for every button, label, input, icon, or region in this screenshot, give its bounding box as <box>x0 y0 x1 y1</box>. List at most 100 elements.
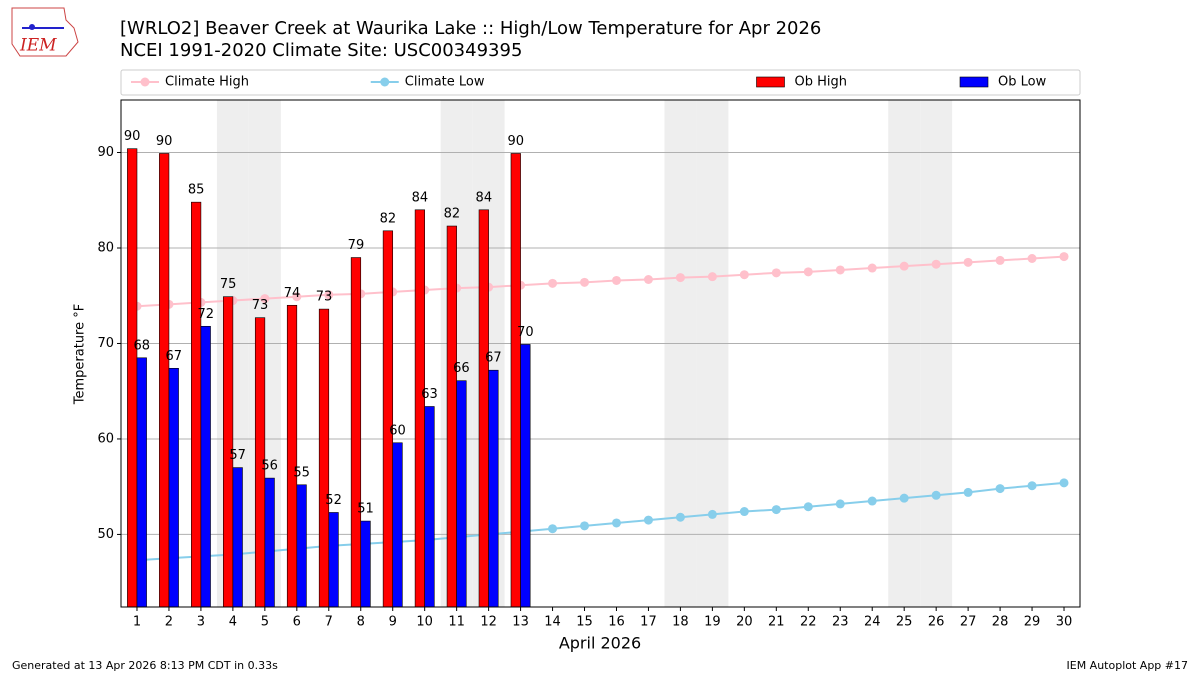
x-axis-label: April 2026 <box>559 634 641 653</box>
x-tick-label: 7 <box>325 615 333 630</box>
x-tick-label: 13 <box>512 615 529 630</box>
line-point <box>548 524 558 534</box>
weekend-band <box>696 100 729 607</box>
bar <box>286 304 298 608</box>
legend-label: Climate High <box>165 75 249 90</box>
line-point <box>995 255 1005 265</box>
data-label: 75 <box>220 277 237 292</box>
data-label: 73 <box>316 290 333 305</box>
x-tick-label: 19 <box>704 615 721 630</box>
line-point <box>1059 478 1069 488</box>
data-label: 56 <box>261 459 278 474</box>
bar <box>318 308 330 608</box>
line <box>136 255 1065 308</box>
weekend-band <box>888 100 921 607</box>
line-point <box>675 273 685 283</box>
y-tick-label: 60 <box>97 431 114 446</box>
data-label: 60 <box>389 423 406 438</box>
line-point <box>963 257 973 267</box>
bar <box>232 467 243 608</box>
bar <box>360 520 371 608</box>
data-label: 90 <box>156 134 173 149</box>
line-point <box>1027 253 1037 263</box>
legend-box <box>120 69 1081 96</box>
legend-swatch <box>959 76 989 88</box>
x-tick-label: 21 <box>768 615 785 630</box>
data-label: 68 <box>134 338 151 353</box>
y-tick-label: 70 <box>97 336 114 351</box>
line-point <box>803 267 813 277</box>
line-point <box>771 268 781 278</box>
bar <box>350 257 362 608</box>
bar <box>414 209 425 608</box>
y-tick-label: 50 <box>97 527 114 542</box>
footer-right: IEM Autoplot App #17 <box>1067 659 1189 672</box>
bar <box>510 153 521 608</box>
line-point <box>899 493 909 503</box>
legend-label: Ob Low <box>998 75 1047 90</box>
data-label: 57 <box>229 448 246 463</box>
data-label: 70 <box>517 325 534 340</box>
x-tick-label: 15 <box>576 615 593 630</box>
data-label: 84 <box>412 190 429 205</box>
x-tick-label: 12 <box>480 615 497 630</box>
bar <box>478 209 489 608</box>
x-tick-label: 17 <box>640 615 657 630</box>
data-label: 67 <box>165 349 182 364</box>
y-axis-label: Temperature °F <box>73 304 88 405</box>
logo-dot <box>29 24 35 30</box>
bar <box>127 148 138 608</box>
line-point <box>1027 481 1037 491</box>
weekend-band <box>664 100 697 607</box>
legend-label: Ob High <box>795 75 848 90</box>
x-tick-label: 5 <box>261 615 269 630</box>
x-tick-label: 9 <box>389 615 397 630</box>
line-point <box>835 499 845 509</box>
line-point <box>771 505 781 515</box>
chart-title: [WRLO2] Beaver Creek at Waurika Lake :: … <box>120 18 821 39</box>
x-tick-label: 26 <box>928 615 945 630</box>
bar <box>200 325 211 608</box>
x-tick-label: 4 <box>229 615 237 630</box>
data-label: 82 <box>444 207 461 222</box>
x-tick-label: 16 <box>608 615 625 630</box>
data-label: 84 <box>476 190 493 205</box>
x-tick-label: 28 <box>992 615 1009 630</box>
data-label: 72 <box>197 307 214 322</box>
legend-swatch <box>380 77 390 87</box>
line-point <box>580 277 590 287</box>
line-point <box>739 507 749 517</box>
data-label: 85 <box>188 183 205 198</box>
legend-label: Climate Low <box>405 75 485 90</box>
footer-left: Generated at 13 Apr 2026 8:13 PM CDT in … <box>12 659 278 672</box>
bar <box>296 484 307 608</box>
x-tick-label: 29 <box>1024 615 1041 630</box>
line-point <box>867 496 877 506</box>
bar <box>328 512 339 608</box>
line-point <box>324 290 334 300</box>
data-label: 74 <box>284 286 301 301</box>
data-label: 52 <box>325 493 342 508</box>
line-point <box>260 294 270 304</box>
data-label: 63 <box>421 387 438 402</box>
data-label: 66 <box>453 361 470 376</box>
bar <box>159 153 170 608</box>
x-tick-label: 23 <box>832 615 849 630</box>
line-point <box>803 502 813 512</box>
y-tick-label: 80 <box>97 240 114 255</box>
data-label: 73 <box>252 298 269 313</box>
line-point <box>899 261 909 271</box>
x-tick-label: 27 <box>960 615 977 630</box>
data-label: 90 <box>124 129 141 144</box>
x-tick-label: 1 <box>133 615 141 630</box>
line-point <box>643 515 653 525</box>
line-point <box>707 509 717 519</box>
data-label: 51 <box>357 502 374 517</box>
data-label: 82 <box>380 211 397 226</box>
line-point <box>995 484 1005 494</box>
legend-swatch <box>756 76 785 88</box>
bar <box>424 406 435 608</box>
x-tick-label: 8 <box>357 615 365 630</box>
bar <box>264 477 275 608</box>
